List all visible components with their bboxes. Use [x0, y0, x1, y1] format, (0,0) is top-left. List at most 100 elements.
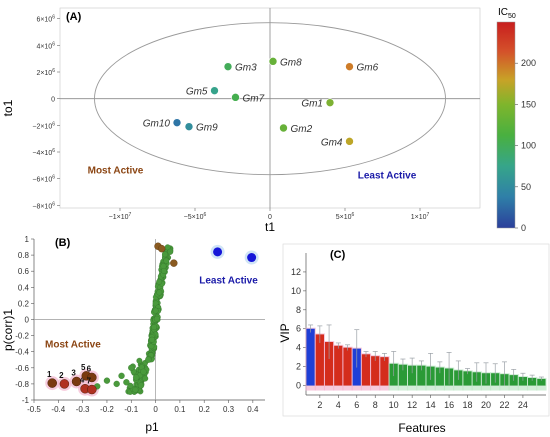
- panel-b-x-tick-label: -0.1: [124, 405, 138, 414]
- panel-c-y-tick-label: 2: [296, 362, 301, 372]
- panel-a-x-tick-exp: 6: [352, 212, 355, 218]
- panel-b-label: (B): [55, 237, 71, 249]
- panel-a-confidence-ellipse: [94, 22, 446, 176]
- panel-b-green-point: [140, 368, 147, 375]
- panel-c-bar: [537, 378, 546, 386]
- panel-c-x-tick-label: 20: [481, 400, 491, 410]
- panel-c-y-axis-label: VIP: [278, 323, 292, 342]
- panel-a-x-tick-label: 5×106: [336, 212, 355, 221]
- panel-b-y-tick-label: 0.6: [18, 267, 30, 276]
- colorbar-title-sub: 50: [508, 13, 516, 20]
- panel-c-x-tick-label: 24: [518, 400, 528, 410]
- panel-b-green-point: [127, 382, 134, 389]
- panel-b-green-point: [123, 379, 130, 386]
- panel-c-label: (C): [330, 249, 346, 261]
- panel-c-y-tick-label: 12: [291, 267, 301, 277]
- panel-b-green-point: [103, 377, 111, 384]
- panel-b-x-tick-label: -0.5: [27, 405, 41, 414]
- panel-c-bar: [518, 377, 528, 386]
- panel-b-y-axis-label: p(corr)1: [1, 309, 15, 351]
- panel-c-x-tick-label: 8: [373, 400, 378, 410]
- panel-a-y-tick-base: −4×10: [32, 150, 52, 157]
- panel-a-x-axis-label: t1: [265, 220, 275, 234]
- panel-b-point-number: 3: [71, 368, 76, 377]
- panel-b-x-tick-label: 0.2: [199, 405, 211, 414]
- panel-b-y-tick-label: -0.4: [15, 348, 29, 357]
- panel-b-brown-point: [170, 259, 178, 267]
- panel-a-ellipse-layer: [94, 22, 446, 176]
- panel-c-y-tick-label: 8: [296, 305, 301, 315]
- panel-a-y-tick-label: 0: [51, 97, 55, 104]
- colorbar-title-base: IC: [498, 7, 508, 18]
- panel-b-green-point: [118, 372, 125, 380]
- panel-c-x-tick-label: 16: [444, 400, 454, 410]
- panel-b-green-point: [156, 289, 163, 296]
- panel-b-green-point: [132, 386, 139, 393]
- panel-a-y-axis-label: to1: [1, 99, 15, 116]
- panel-c-x-axis-label: Features: [398, 421, 445, 435]
- panel-a-x-tick-exp: 7: [129, 212, 132, 218]
- panel-b-green-point: [152, 307, 159, 314]
- panel-b-most-active-point-2: [59, 379, 70, 389]
- panel-c-bar: [398, 364, 408, 386]
- panel-c-bar: [306, 328, 315, 386]
- panel-c-bar: [343, 347, 352, 386]
- panel-c-bar: [315, 334, 324, 386]
- panel-a-y-tick-exp: 6: [52, 121, 55, 127]
- panel-c-bar: [371, 356, 380, 386]
- panel-c-bar: [334, 345, 343, 386]
- colorbar-ticks: 0 50 100 150 200: [515, 58, 536, 233]
- panel-a-x-tick-base: −5×10: [184, 214, 204, 221]
- panel-a-point-label: Gm1: [301, 99, 323, 110]
- panel-b-green-point: [145, 356, 152, 363]
- panel-a-point-label: Gm5: [186, 87, 208, 98]
- panel-a-y-tick-exp: 6: [52, 41, 55, 47]
- panel-b-green-point: [152, 300, 159, 307]
- panel-a: (A) 6×1064×1062×1060−2×106−4×106−6×106−8…: [1, 7, 481, 234]
- panel-b-y-tick-label: -1: [22, 396, 30, 405]
- panel-b-green-point: [161, 267, 167, 274]
- panel-a-y-tick-exp: 6: [52, 68, 55, 74]
- panel-b-annotation-least-active: Least Active: [199, 275, 258, 286]
- panel-a-y-tick-exp: 6: [52, 15, 55, 21]
- panel-b-most-active-point-6: [87, 372, 97, 383]
- panel-b-green-point: [151, 324, 158, 331]
- panel-b-most-active-point-7: [87, 384, 97, 395]
- panel-b-y-tick-label: 0: [25, 316, 30, 325]
- panel-b-green-point: [113, 380, 120, 388]
- panel-a-y-tick-exp: 6: [52, 175, 55, 181]
- panel-b-green-point: [162, 251, 168, 258]
- panel-b-x-tick-label: 0.4: [247, 405, 259, 414]
- panel-b-most-active-point-1: [47, 378, 57, 388]
- panel-c-bar: [361, 354, 371, 386]
- panel-c-bar: [463, 371, 472, 386]
- panel-a-point-label: Gm6: [357, 63, 379, 74]
- panel-a-point-label: Gm4: [321, 137, 343, 148]
- panel-b-green-point: [163, 257, 170, 264]
- panel-c-x-tick-label: 12: [407, 400, 417, 410]
- panel-a-annotation-most-active: Most Active: [88, 165, 144, 176]
- panel-a-point-gm6: [345, 62, 354, 71]
- colorbar-tick-label: 150: [521, 99, 536, 109]
- panel-b-green-point: [132, 374, 140, 381]
- panel-a-label: (A): [66, 11, 82, 23]
- panel-b-y-tick-label: 0.2: [18, 299, 30, 308]
- panel-b-y-tick-label: -0.8: [15, 380, 29, 389]
- panel-b-green-point: [128, 364, 135, 371]
- panel-c-x-tick-label: 14: [426, 400, 436, 410]
- panel-a-y-tick-label: −6×106: [32, 175, 55, 184]
- panel-b-point-number: 7: [87, 377, 92, 386]
- panel-a-y-tick-base: 2×10: [36, 70, 52, 77]
- panel-b-green-point: [136, 357, 143, 364]
- panel-a-y-tick-base: 6×10: [36, 17, 52, 24]
- panel-b-y-tick-label: -0.2: [15, 332, 29, 341]
- panel-c-y-tick-label: 10: [291, 286, 301, 296]
- panel-a-y-tick-base: −6×10: [32, 177, 52, 184]
- panel-a-x-tick-exp: 7: [427, 212, 430, 218]
- panel-b-point-number: 4: [80, 376, 85, 385]
- panel-b-y-tick-label: 1: [25, 235, 30, 244]
- panel-b-annotations: Least Active Most Active: [45, 275, 258, 350]
- panel-c-x-tick-label: 22: [499, 400, 509, 410]
